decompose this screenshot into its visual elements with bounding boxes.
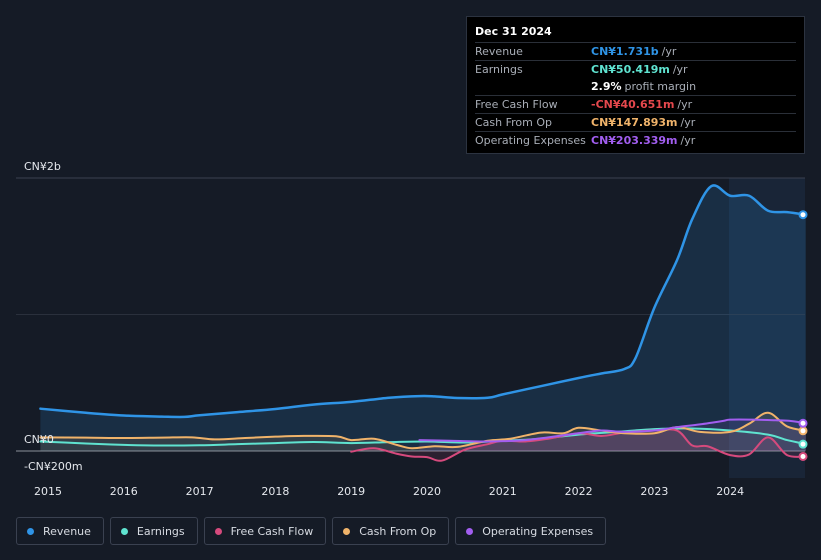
tooltip-row: Operating Expenses CN¥203.339m/yr <box>475 131 796 149</box>
x-tick-label: 2021 <box>488 485 517 498</box>
legend-item[interactable]: Cash From Op <box>332 517 450 545</box>
tooltip-row: Earnings CN¥50.419m/yr <box>475 60 796 78</box>
tooltip-unit: /yr <box>680 116 696 129</box>
tooltip-row: Cash From Op CN¥147.893m/yr <box>475 113 796 131</box>
x-tick-label: 2015 <box>34 485 62 498</box>
tooltip-value: CN¥1.731b <box>591 45 659 58</box>
legend-item[interactable]: Earnings <box>109 517 198 545</box>
tooltip-value: CN¥147.893m <box>591 116 678 129</box>
legend-item[interactable]: Free Cash Flow <box>203 517 327 545</box>
x-tick-label: 2017 <box>185 485 214 498</box>
x-tick-label: 2024 <box>716 485 745 498</box>
tooltip-row: Free Cash Flow -CN¥40.651m/yr <box>475 95 796 113</box>
tooltip-unit: /yr <box>680 134 696 147</box>
tooltip-label: Cash From Op <box>475 116 553 129</box>
tooltip-value: 2.9% <box>591 80 622 93</box>
series-endpoint <box>798 426 808 436</box>
x-tick-label: 2022 <box>564 485 593 498</box>
series-endpoint <box>798 451 808 461</box>
tooltip-date: Dec 31 2024 <box>475 25 552 38</box>
legend-label: Operating Expenses <box>482 524 594 538</box>
y-tick-label-zero: CN¥0 <box>24 433 54 446</box>
legend-dot-icon <box>120 527 128 535</box>
legend-label: Earnings <box>136 524 185 538</box>
legend: Revenue Earnings Free Cash Flow Cash From O… <box>16 517 607 545</box>
series-area-free-cash-flow <box>351 429 806 461</box>
series-endpoint <box>798 418 808 428</box>
tooltip-row: Revenue CN¥1.731b/yr <box>475 42 796 60</box>
x-tick-label: 2020 <box>413 485 441 498</box>
legend-dot-icon <box>343 527 351 535</box>
legend-dot-icon <box>214 527 222 535</box>
legend-item[interactable]: Revenue <box>16 517 104 545</box>
tooltip-row: 2.9% profit margin <box>475 78 796 95</box>
y-tick-label-bottom: -CN¥200m <box>24 460 83 473</box>
tooltip-value: -CN¥40.651m <box>591 98 675 111</box>
tooltip-label <box>475 78 591 95</box>
legend-dot-icon <box>27 527 34 535</box>
series-line-cash-from-op <box>39 411 807 450</box>
legend-label: Free Cash Flow <box>230 524 314 538</box>
tooltip-label: Free Cash Flow <box>475 98 558 111</box>
series-area-cash-from-op <box>40 412 807 451</box>
series-endpoint <box>798 210 808 220</box>
legend-label: Revenue <box>43 524 91 538</box>
series-line-earnings <box>39 427 807 447</box>
x-tick-label: 2023 <box>640 485 669 498</box>
x-tick-label: 2018 <box>261 485 290 498</box>
series-line-operating-expenses <box>418 418 807 443</box>
tooltip-label: Operating Expenses <box>475 134 586 147</box>
tooltip-unit: profit margin <box>624 80 697 93</box>
y-tick-label-top: CN¥2b <box>24 160 61 173</box>
legend-label: Cash From Op <box>359 524 437 538</box>
series-area-revenue <box>40 185 807 451</box>
series-line-revenue <box>39 184 808 419</box>
tooltip-value: CN¥50.419m <box>591 63 670 76</box>
legend-dot-icon <box>466 527 474 535</box>
x-tick-label: 2016 <box>109 485 138 498</box>
tooltip-unit: /yr <box>677 98 693 111</box>
tooltip-unit: /yr <box>661 45 677 58</box>
data-tooltip: Dec 31 2024 Revenue CN¥1.731b/yr Earnings C… <box>466 16 805 154</box>
tooltip-value: CN¥203.339m <box>591 134 678 147</box>
tooltip-label: Revenue <box>475 45 523 58</box>
legend-item[interactable]: Operating Expenses <box>455 517 607 545</box>
x-tick-label: 2019 <box>337 485 366 498</box>
tooltip-unit: /yr <box>672 63 688 76</box>
tooltip-label: Earnings <box>475 63 523 76</box>
series-endpoint <box>798 439 808 449</box>
